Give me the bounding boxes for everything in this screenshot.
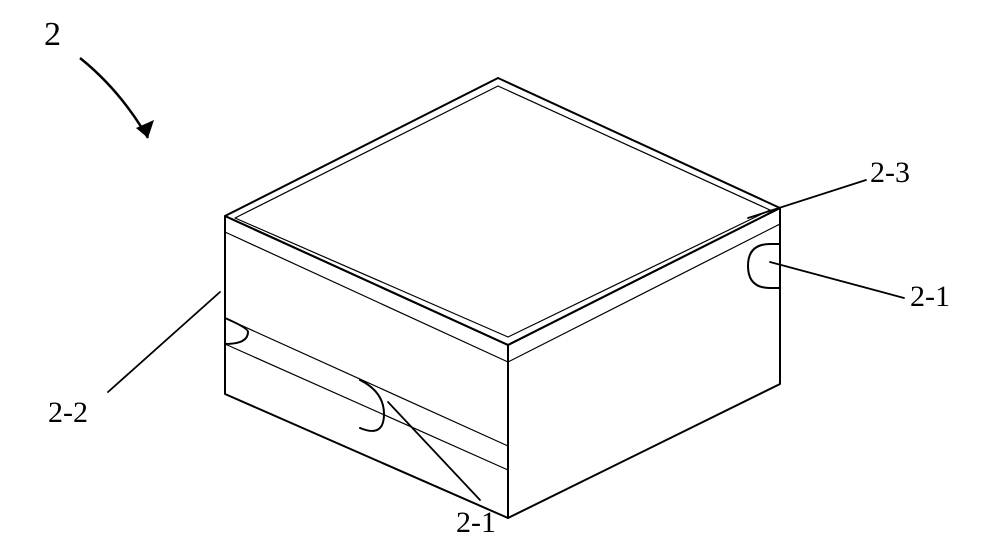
right-groove-profile: [748, 244, 780, 288]
front-right-face: [508, 208, 780, 518]
part-isometric-drawing: [0, 0, 1000, 553]
label-2-1-front: 2-1: [456, 506, 496, 540]
label-2-3: 2-3: [870, 156, 910, 190]
top-face: [225, 78, 780, 345]
main-ref-arrow: [80, 58, 154, 138]
top-face-inset: [235, 86, 770, 337]
right-step-edge: [508, 224, 780, 362]
label-2-1-right: 2-1: [910, 280, 950, 314]
front-groove-upper-run: [225, 318, 508, 446]
front-left-face: [225, 216, 508, 518]
leader-lines: [108, 180, 904, 500]
leader-2-1-right: [770, 262, 904, 298]
label-2-2: 2-2: [48, 396, 88, 430]
front-groove-lower-run: [225, 344, 508, 470]
left-step-edge: [225, 232, 508, 362]
left-groove-end: [225, 318, 248, 344]
leader-2-3: [748, 180, 866, 218]
leader-2-2: [108, 292, 220, 392]
label-main-ref: 2: [44, 16, 61, 54]
